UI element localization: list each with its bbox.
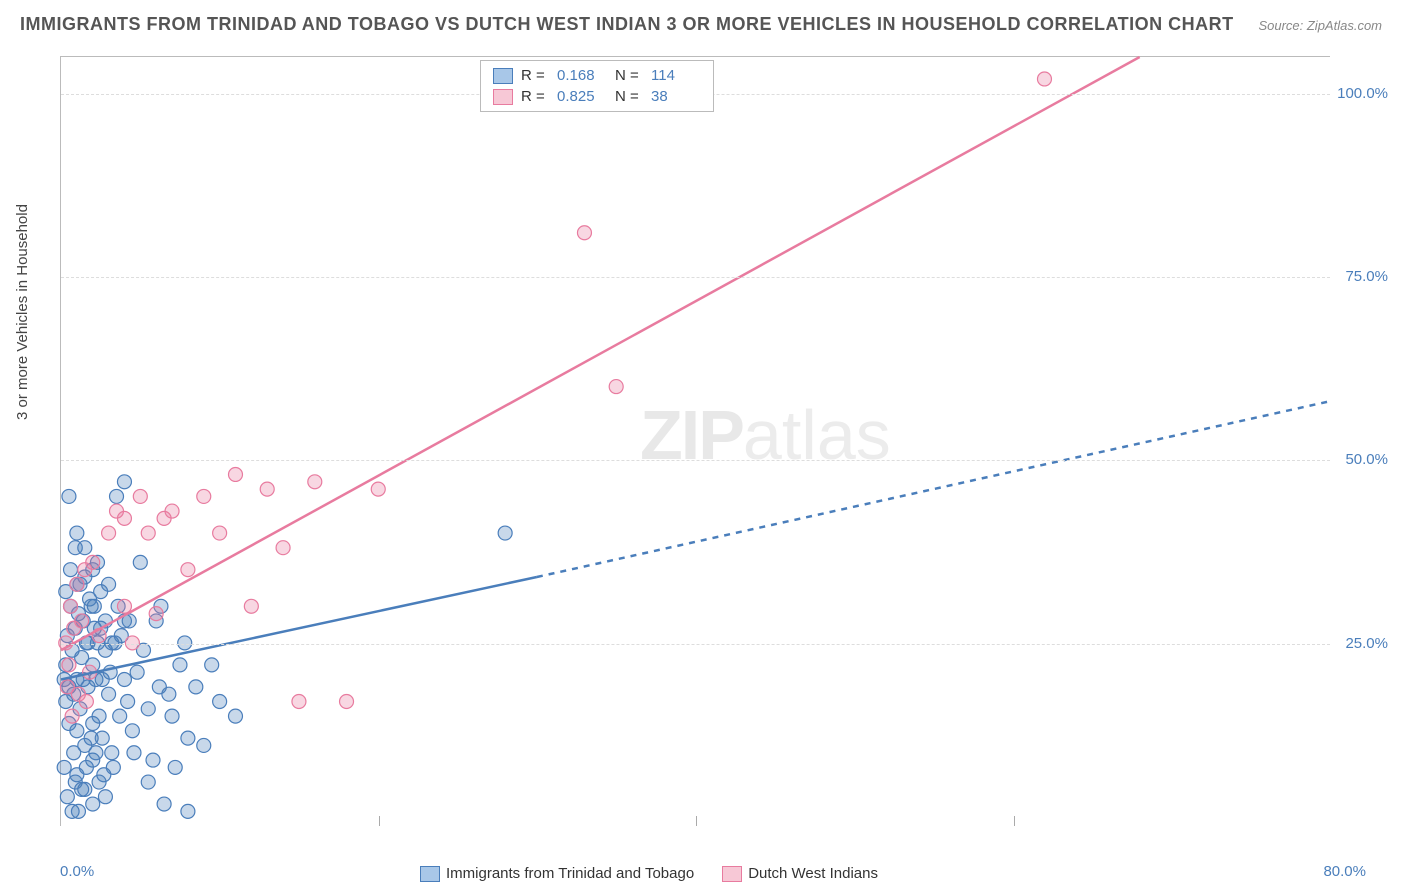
legend-row-series2: R = 0.825 N = 38 [493,86,701,107]
grid-line [61,460,1330,461]
source-label: Source: ZipAtlas.com [1258,18,1382,33]
series-legend: Immigrants from Trinidad and Tobago Dutc… [420,865,898,882]
legend-row-series1: R = 0.168 N = 114 [493,65,701,86]
grid-line [61,277,1330,278]
x-tick-80: 80.0% [1323,863,1366,880]
plot-layer [61,57,1330,826]
y-axis-label: 3 or more Vehicles in Household [14,204,31,420]
n-value-1: 114 [651,67,701,84]
x-tick-0: 0.0% [60,863,94,880]
legend-item-2: Dutch West Indians [722,865,878,882]
x-tick-mark [1014,816,1015,826]
x-tick-mark [696,816,697,826]
n-value-2: 38 [651,88,701,105]
legend-item-1: Immigrants from Trinidad and Tobago [420,865,694,882]
correlation-legend: R = 0.168 N = 114 R = 0.825 N = 38 [480,60,714,112]
r-label-2: R = [521,88,549,105]
r-value-2: 0.825 [557,88,607,105]
swatch-series1 [493,68,513,84]
swatch-series2-bottom [722,866,742,882]
n-label-1: N = [615,67,643,84]
n-label-2: N = [615,88,643,105]
y-tick-label: 75.0% [1345,268,1388,285]
r-value-1: 0.168 [557,67,607,84]
y-tick-label: 50.0% [1345,451,1388,468]
legend-label-2: Dutch West Indians [748,865,878,882]
y-tick-label: 100.0% [1337,85,1388,102]
legend-label-1: Immigrants from Trinidad and Tobago [446,865,694,882]
grid-line [61,644,1330,645]
x-tick-mark [379,816,380,826]
r-label-1: R = [521,67,549,84]
y-tick-label: 25.0% [1345,635,1388,652]
swatch-series1-bottom [420,866,440,882]
chart-title: IMMIGRANTS FROM TRINIDAD AND TOBAGO VS D… [20,14,1234,35]
chart-area [60,56,1330,826]
swatch-series2 [493,89,513,105]
